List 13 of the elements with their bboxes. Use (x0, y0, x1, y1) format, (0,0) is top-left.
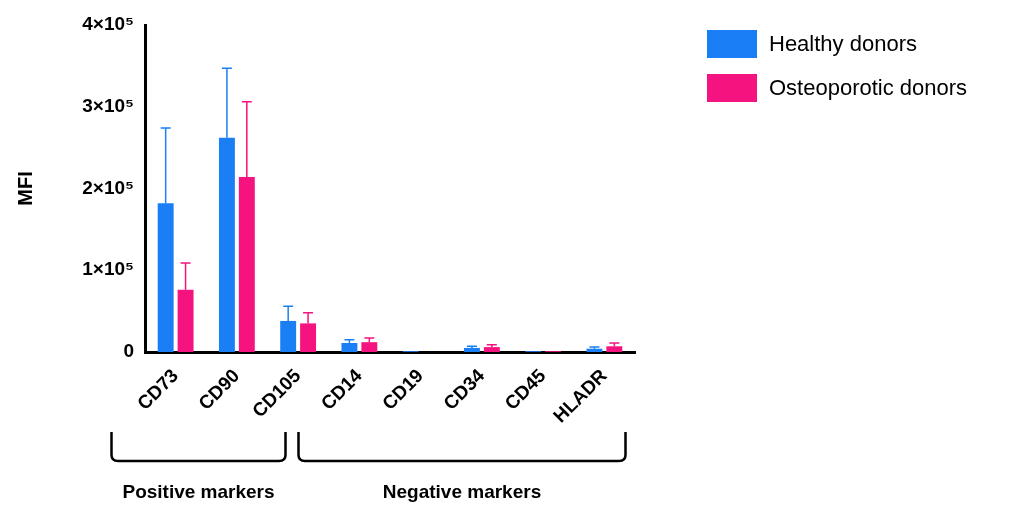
y-tick-label: 3×10⁵ (82, 94, 134, 116)
bar (341, 343, 358, 352)
y-tick-label: 1×10⁵ (82, 258, 134, 280)
text: Negative markers (382, 481, 542, 503)
legend-label: Healthy donors (769, 31, 917, 57)
text: Positive markers (122, 481, 275, 503)
y-tick-label: 0 (123, 340, 134, 362)
bar (606, 346, 623, 352)
y-tick-label: 4×10⁵ (82, 13, 134, 35)
y-axis-title: MFI (13, 171, 36, 206)
bar (483, 347, 500, 352)
y-tick-label: 2×10⁵ (82, 176, 134, 198)
legend-label: Osteoporotic donors (769, 75, 968, 101)
